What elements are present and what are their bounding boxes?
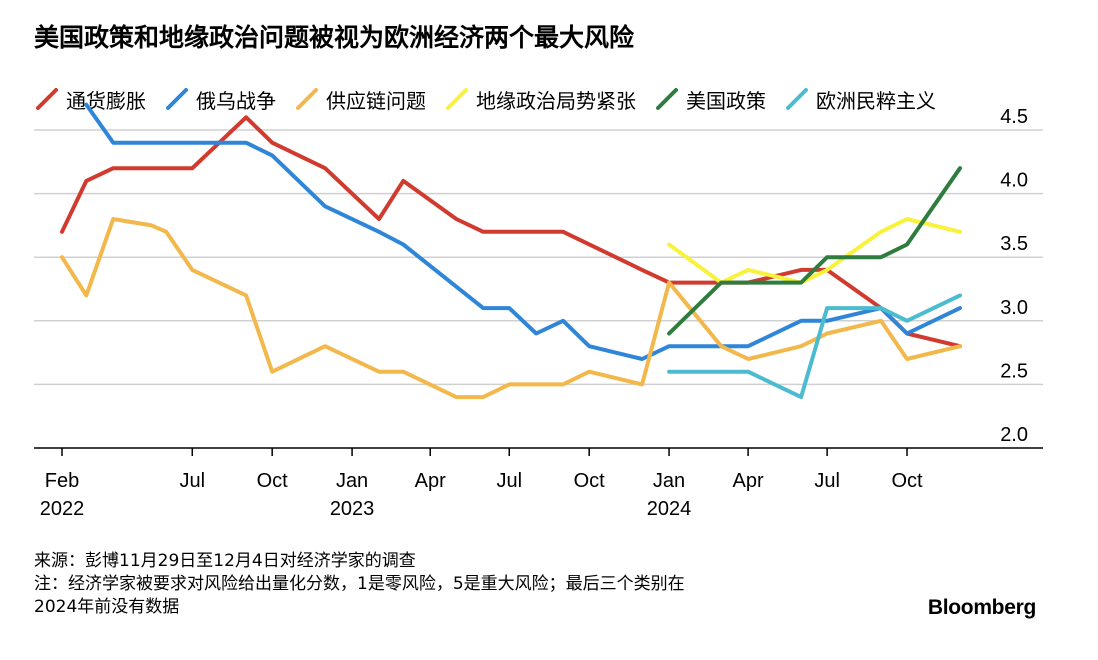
legend-swatch bbox=[446, 88, 468, 110]
x-tick-label: Oct bbox=[574, 470, 606, 492]
x-tick-label: Feb bbox=[45, 470, 79, 492]
series-line-4 bbox=[667, 166, 962, 336]
legend-label: 欧洲民粹主义 bbox=[816, 88, 936, 113]
legend-swatch bbox=[786, 88, 808, 110]
legend-item-war: 俄乌战争 bbox=[164, 85, 276, 114]
series-line-0 bbox=[60, 115, 962, 349]
legend-swatch bbox=[656, 88, 678, 110]
legend-swatch bbox=[166, 88, 188, 110]
y-tick-label: 4.0 bbox=[1000, 170, 1028, 192]
method-note: 注：经济学家被要求对风险给出量化分数，1是零风险，5是重大风险；最后三个类别在 bbox=[34, 574, 685, 594]
y-tick-label: 3.0 bbox=[1000, 297, 1028, 319]
x-tick-label: Jan bbox=[336, 470, 368, 492]
legend-swatch bbox=[296, 88, 318, 110]
series-lines bbox=[60, 102, 962, 400]
legend-swatch bbox=[36, 88, 58, 110]
series-line-5 bbox=[667, 293, 962, 400]
chart-title: 美国政策和地缘政治问题被视为欧洲经济两个最大风险 bbox=[34, 23, 635, 52]
x-tick-label: Jul bbox=[179, 470, 205, 492]
chart-legend: 通货膨胀 俄乌战争 供应链问题 地缘政治局势紧张 美国政策 欧洲民粹主义 bbox=[34, 84, 936, 114]
x-tick-label: Apr bbox=[733, 470, 764, 492]
series-line-2 bbox=[60, 217, 962, 400]
x-tick-label: Jan bbox=[653, 470, 685, 492]
x-tick-year-label: 2024 bbox=[647, 498, 692, 520]
legend-label: 俄乌战争 bbox=[196, 88, 276, 113]
legend-item-inflation: 通货膨胀 bbox=[34, 85, 146, 114]
y-axis-ticks: 2.0 2.5 3.0 3.5 4.0 4.5 bbox=[1000, 106, 1028, 446]
method-note-continued: 2024年前没有数据 bbox=[34, 597, 180, 617]
y-tick-label: 4.5 bbox=[1000, 106, 1028, 128]
legend-item-geopolitics: 地缘政治局势紧张 bbox=[444, 85, 636, 114]
series-line-1 bbox=[84, 102, 962, 361]
y-tick-label: 3.5 bbox=[1000, 233, 1028, 255]
x-axis: Feb 2022 Jul Oct Jan 2023 Apr Jul Oct Jan 2024 Apr J… bbox=[34, 447, 1043, 520]
bloomberg-logo: Bloomberg bbox=[927, 596, 1036, 619]
legend-item-populism: 欧洲民粹主义 bbox=[784, 85, 936, 114]
x-tick-label: Jul bbox=[814, 470, 840, 492]
x-tick-year-label: 2023 bbox=[330, 498, 375, 520]
source-note: 来源：彭博11月29日至12月4日对经济学家的调查 bbox=[34, 551, 416, 571]
legend-item-us-policy: 美国政策 bbox=[654, 85, 766, 114]
x-tick-year-label: 2022 bbox=[40, 498, 85, 520]
legend-label: 供应链问题 bbox=[326, 88, 426, 113]
x-tick-label: Jul bbox=[496, 470, 522, 492]
line-chart: 2.0 2.5 3.0 3.5 4.0 4.5 Feb 2022 Jul Oct Jan 2023 A… bbox=[34, 102, 1043, 520]
legend-item-supply: 供应链问题 bbox=[294, 85, 426, 114]
chart-footnote: 来源：彭博11月29日至12月4日对经济学家的调查 注：经济学家被要求对风险给出… bbox=[34, 550, 685, 619]
legend-label: 美国政策 bbox=[686, 88, 766, 113]
series-line-3 bbox=[667, 217, 962, 285]
x-tick-label: Oct bbox=[891, 470, 923, 492]
y-tick-label: 2.0 bbox=[1000, 424, 1028, 446]
legend-label: 地缘政治局势紧张 bbox=[476, 88, 636, 113]
x-tick-label: Oct bbox=[257, 470, 289, 492]
x-tick-label: Apr bbox=[415, 470, 446, 492]
y-tick-label: 2.5 bbox=[1000, 360, 1028, 382]
legend-label: 通货膨胀 bbox=[66, 88, 146, 113]
